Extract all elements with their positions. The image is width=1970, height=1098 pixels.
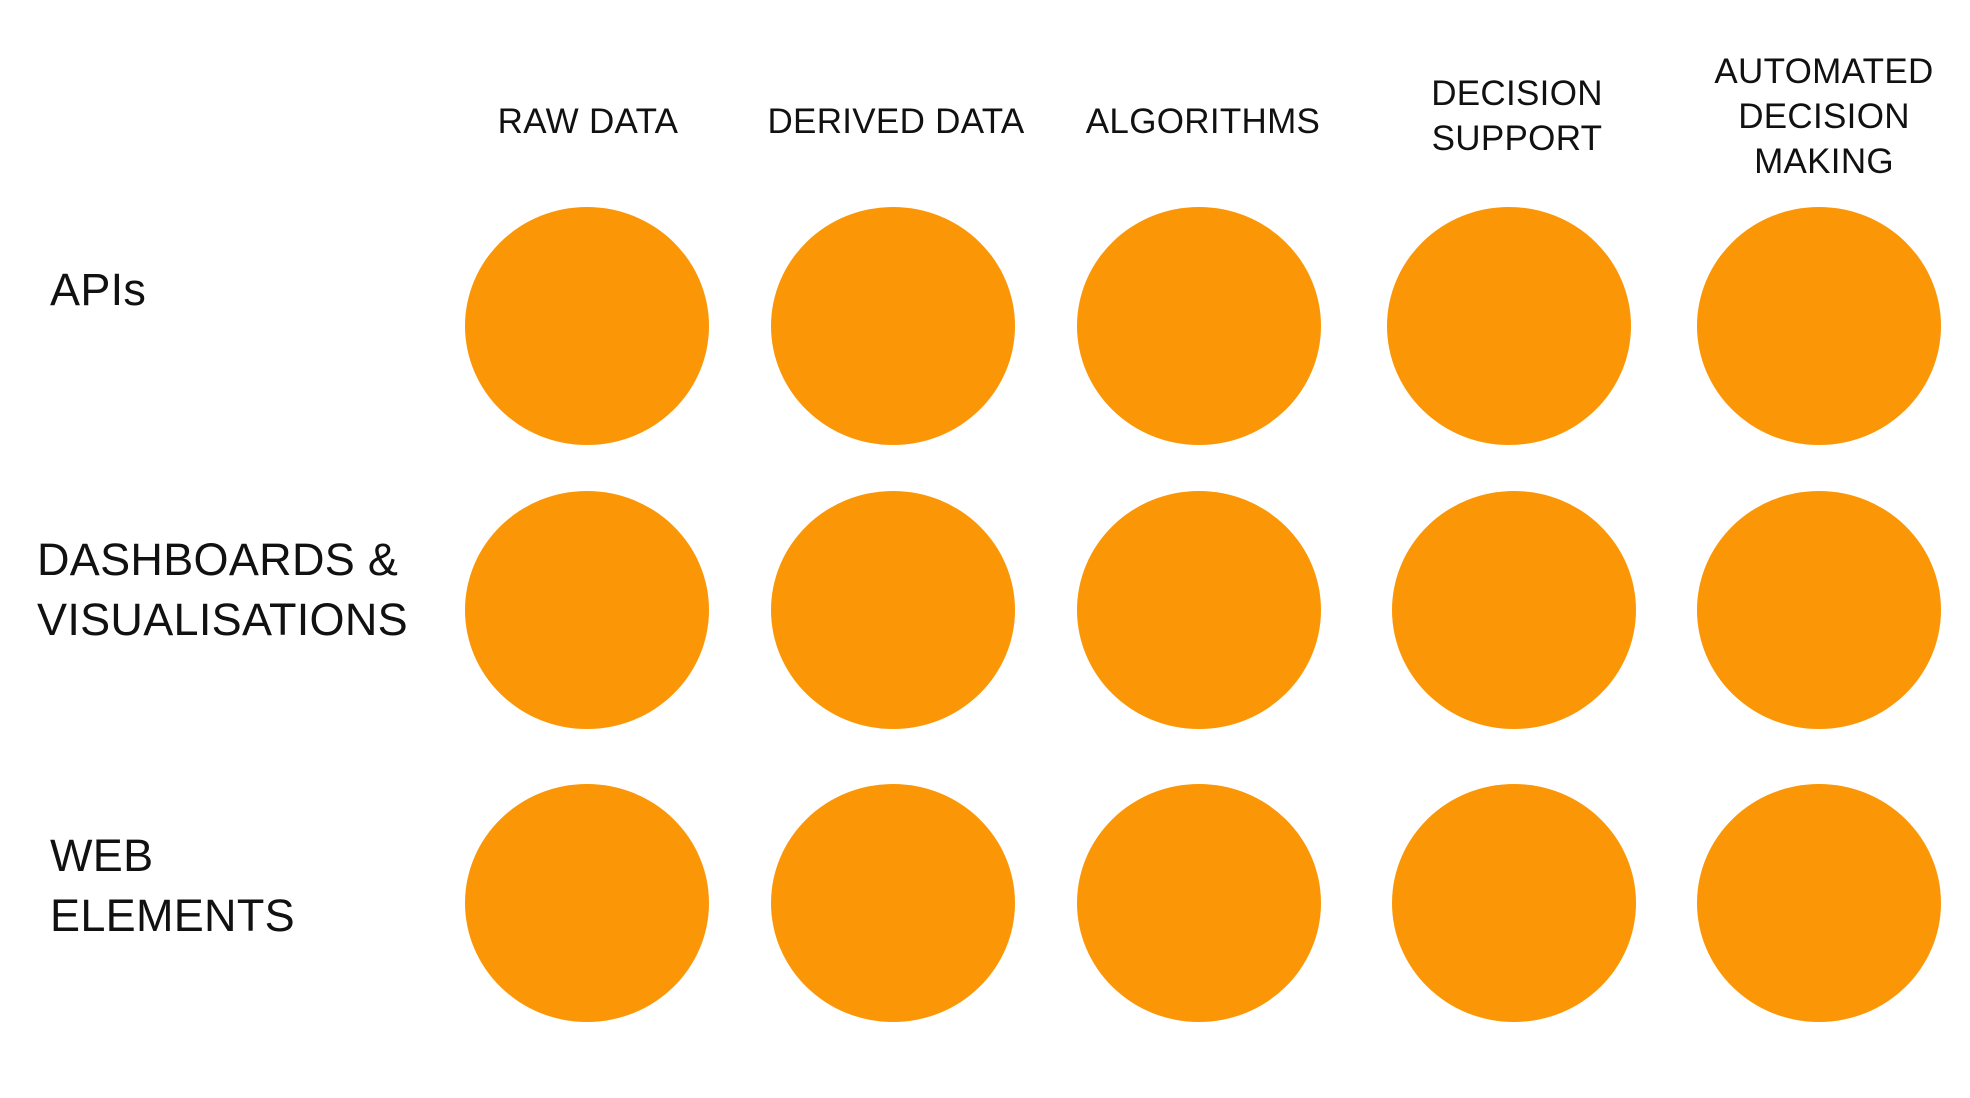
matrix-dot bbox=[1697, 784, 1941, 1022]
column-header-raw-data: RAW DATA bbox=[497, 102, 679, 141]
matrix-dot bbox=[771, 491, 1015, 729]
matrix-dot bbox=[1697, 207, 1941, 445]
row-label-apis: APIs bbox=[50, 264, 147, 315]
matrix-dot bbox=[1077, 784, 1321, 1022]
matrix-dot bbox=[1392, 491, 1636, 729]
matrix-dot bbox=[465, 784, 709, 1022]
matrix-dot bbox=[465, 207, 709, 445]
column-header-automated-decision-making: AUTOMATED DECISION MAKING bbox=[1714, 52, 1934, 181]
matrix-dot bbox=[771, 784, 1015, 1022]
matrix-dot bbox=[1392, 784, 1636, 1022]
matrix-dot bbox=[1077, 207, 1321, 445]
column-header-algorithms: ALGORITHMS bbox=[1085, 102, 1321, 141]
row-label-web-elements: WEB ELEMENTS bbox=[50, 830, 295, 941]
matrix-dot bbox=[1077, 491, 1321, 729]
matrix-dot bbox=[1387, 207, 1631, 445]
row-label-dashboards-visualisations: DASHBOARDS & VISUALISATIONS bbox=[37, 534, 408, 645]
column-header-decision-support: DECISION SUPPORT bbox=[1431, 74, 1603, 158]
matrix-dot bbox=[1697, 491, 1941, 729]
matrix-dot bbox=[465, 491, 709, 729]
column-header-derived-data: DERIVED DATA bbox=[767, 102, 1025, 141]
matrix-dot bbox=[771, 207, 1015, 445]
